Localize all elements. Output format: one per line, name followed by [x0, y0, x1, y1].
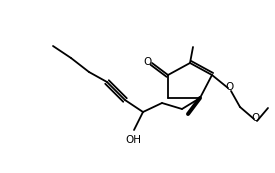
Text: O: O	[251, 113, 259, 123]
Text: O: O	[225, 82, 233, 92]
Text: O: O	[144, 57, 152, 67]
Text: OH: OH	[125, 135, 141, 145]
